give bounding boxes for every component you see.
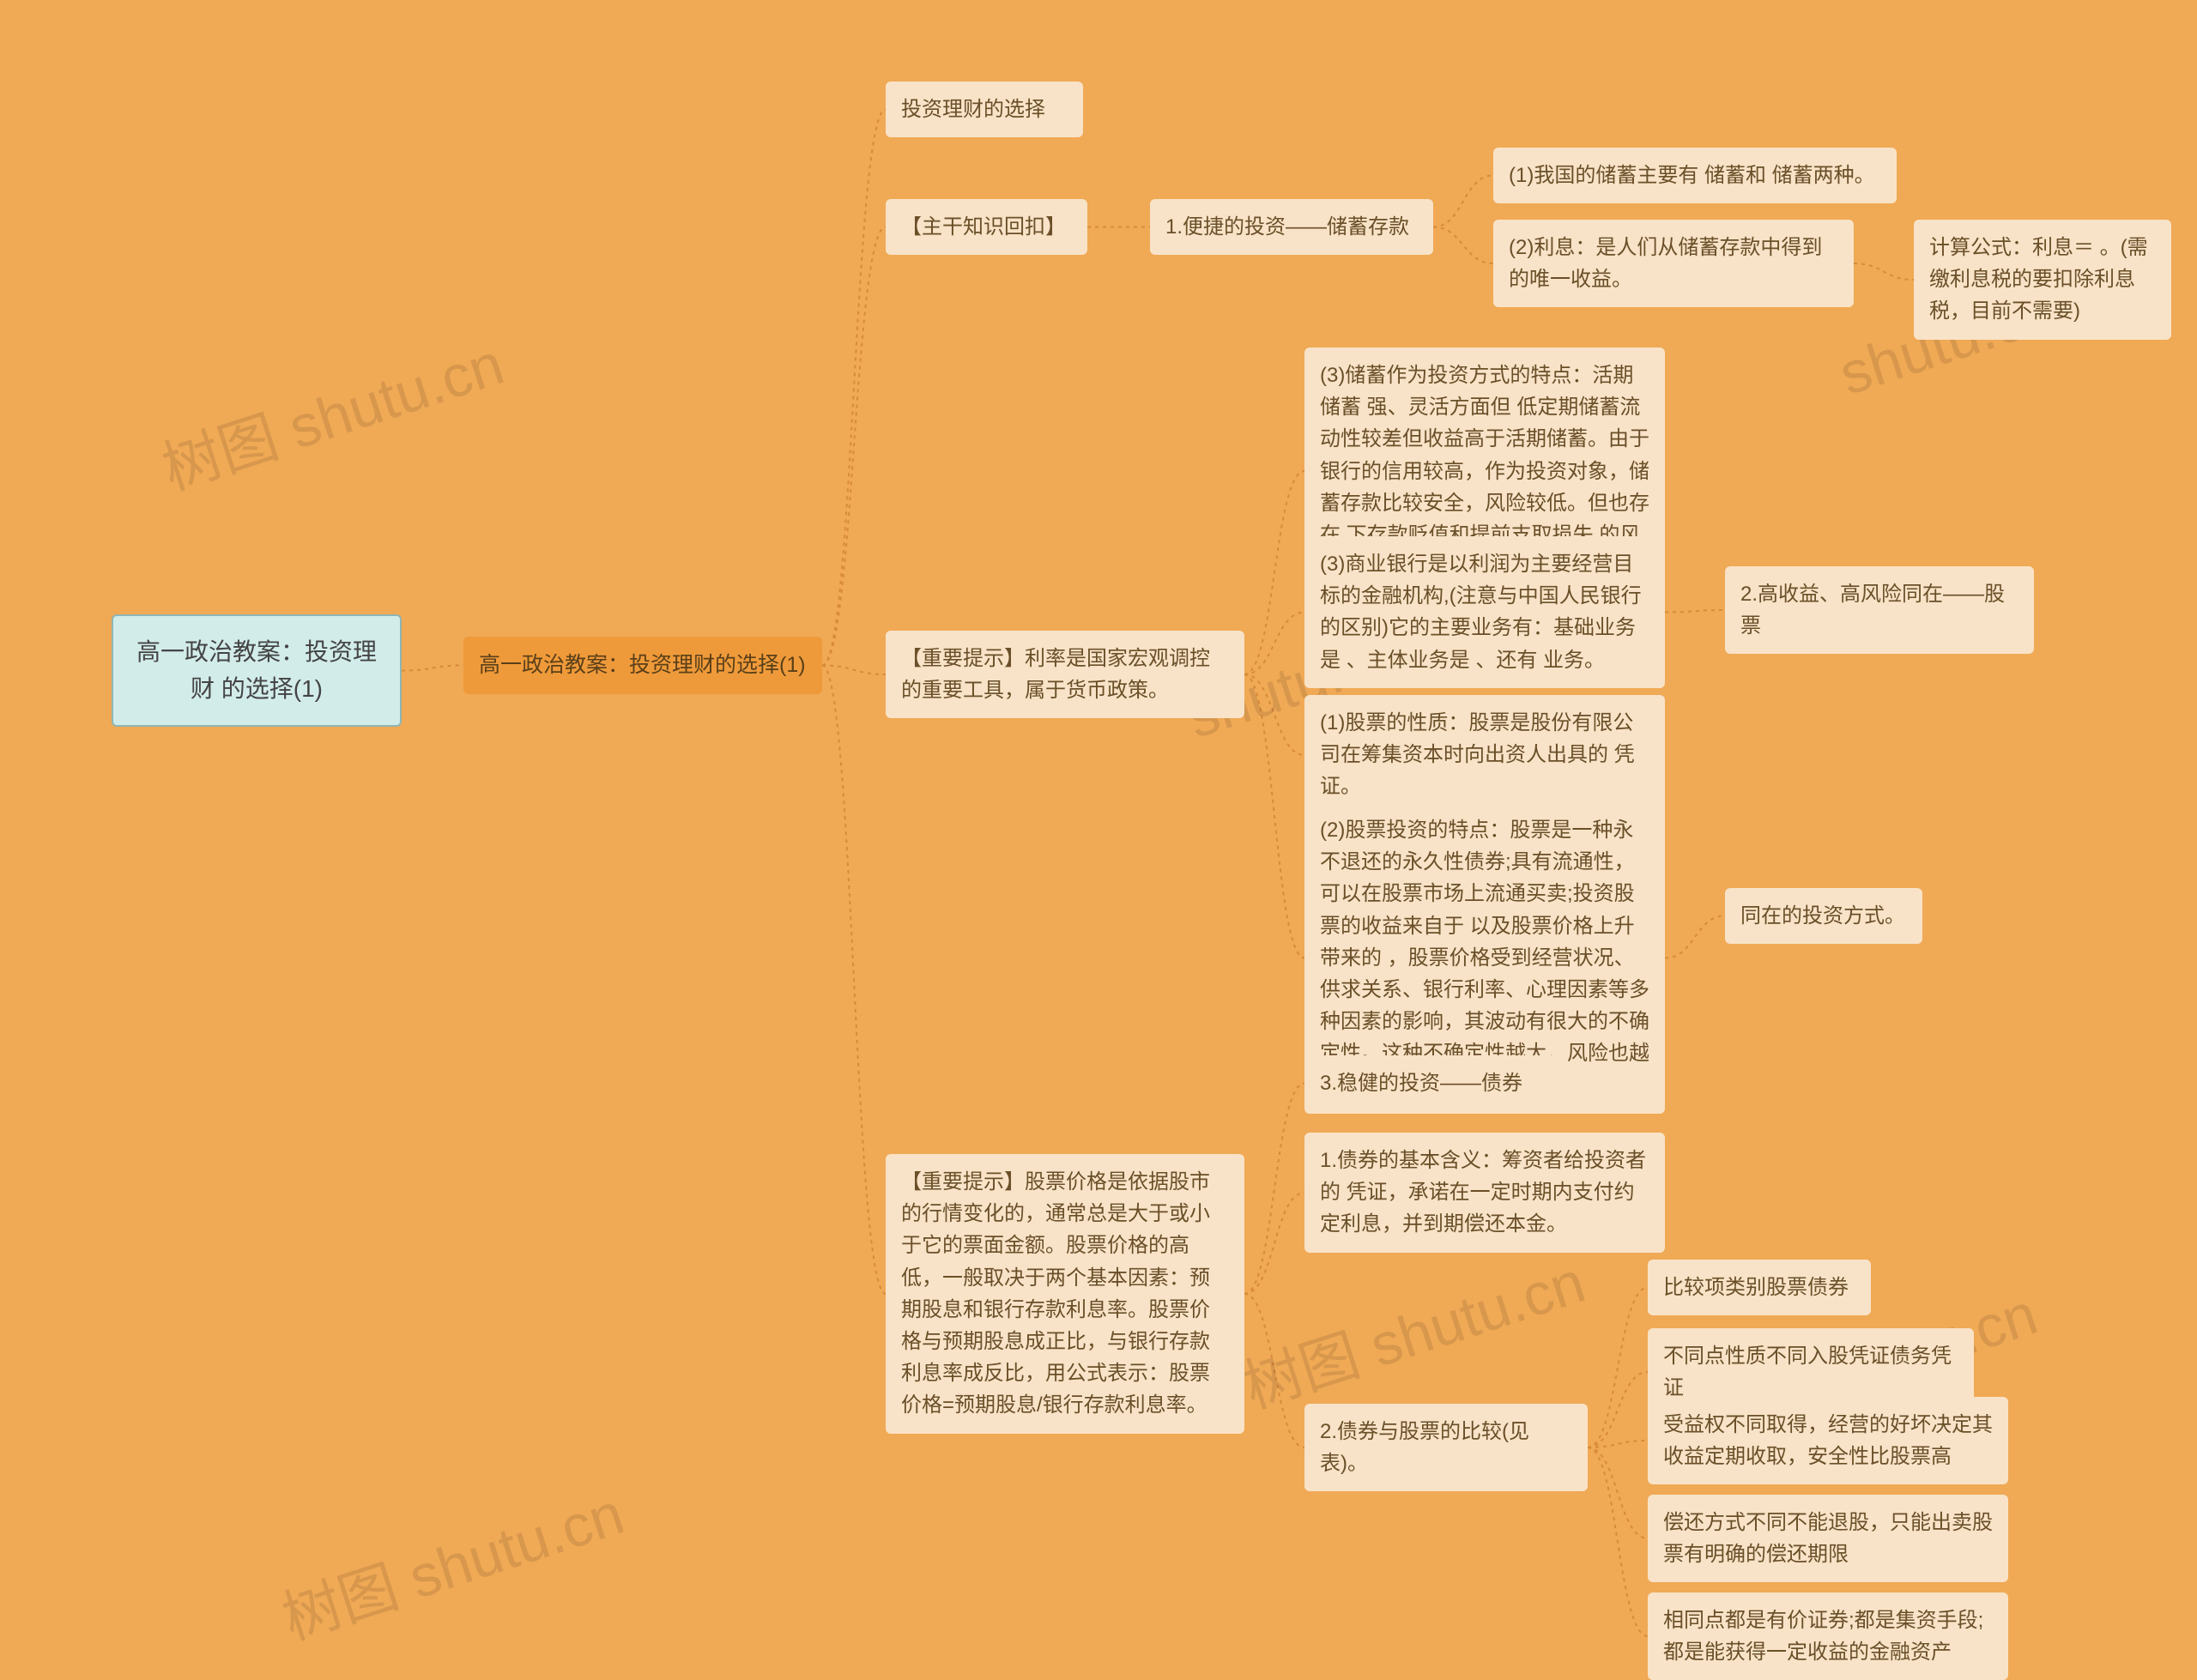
root-node[interactable]: 高一政治教案：投资理财 的选择(1) bbox=[112, 614, 402, 727]
watermark: 树图 shutu.cn bbox=[270, 1466, 632, 1656]
watermark: 树图 shutu.cn bbox=[150, 317, 512, 506]
node[interactable]: 【主干知识回扣】 bbox=[886, 199, 1087, 255]
node[interactable]: 受益权不同取得，经营的好坏决定其收益定期收取，安全性比股票高 bbox=[1648, 1397, 2008, 1484]
node-level1[interactable]: 高一政治教案：投资理财的选择(1) bbox=[463, 637, 822, 694]
node[interactable]: 比较项类别股票债券 bbox=[1648, 1260, 1871, 1315]
node[interactable]: 【重要提示】利率是国家宏观调控的重要工具，属于货币政策。 bbox=[886, 631, 1244, 718]
node[interactable]: (1)股票的性质：股票是股份有限公司在筹集资本时向出资人出具的 凭证。 bbox=[1304, 695, 1665, 815]
node[interactable]: (2)利息：是人们从储蓄存款中得到的唯一收益。 bbox=[1493, 220, 1854, 307]
node[interactable]: 3.稳健的投资——债券 bbox=[1304, 1055, 1562, 1111]
node[interactable]: 1.债券的基本含义：筹资者给投资者的 凭证，承诺在一定时期内支付约定利息，并到期… bbox=[1304, 1133, 1665, 1253]
node[interactable]: 同在的投资方式。 bbox=[1725, 888, 1922, 944]
node[interactable]: 2.债券与股票的比较(见表)。 bbox=[1304, 1404, 1588, 1491]
node[interactable]: 计算公式：利息＝ 。(需缴利息税的要扣除利息税，目前不需要) bbox=[1914, 220, 2171, 340]
node[interactable]: 【重要提示】股票价格是依据股市的行情变化的，通常总是大于或小于它的票面金额。股票… bbox=[886, 1154, 1244, 1434]
node[interactable]: 1.便捷的投资——储蓄存款 bbox=[1150, 199, 1433, 255]
node[interactable]: (3)商业银行是以利润为主要经营目标的金融机构,(注意与中国人民银行的区别)它的… bbox=[1304, 536, 1665, 688]
watermark: 树图 shutu.cn bbox=[1232, 1235, 1594, 1424]
node[interactable]: 偿还方式不同不能退股，只能出卖股票有明确的偿还期限 bbox=[1648, 1495, 2008, 1582]
node[interactable]: (1)我国的储蓄主要有 储蓄和 储蓄两种。 bbox=[1493, 148, 1897, 203]
node[interactable]: 投资理财的选择 bbox=[886, 82, 1083, 137]
node[interactable]: 2.高收益、高风险同在——股票 bbox=[1725, 566, 2034, 654]
node[interactable]: 相同点都是有价证券;都是集资手段;都是能获得一定收益的金融资产 bbox=[1648, 1592, 2008, 1680]
